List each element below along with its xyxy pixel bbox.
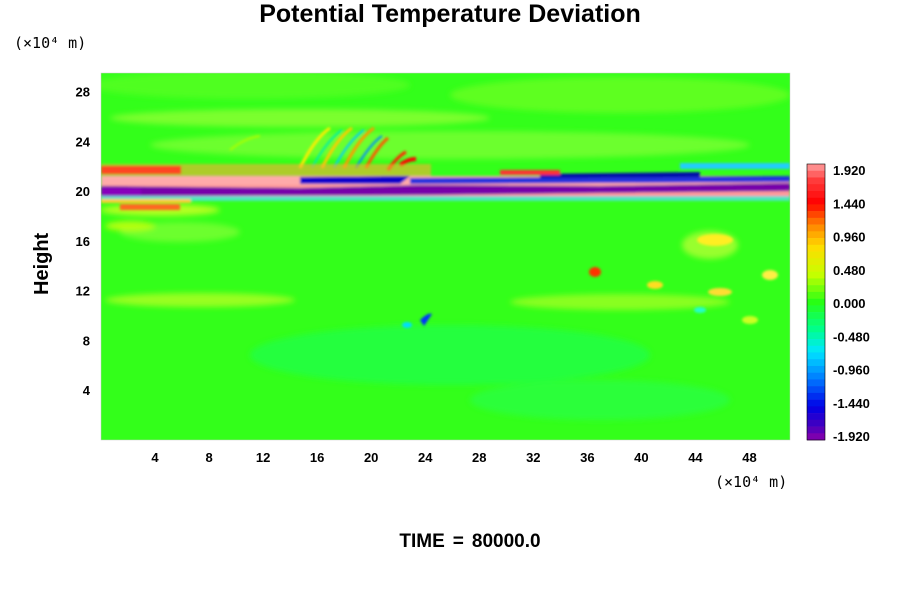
colorbar-tick-label: -1.440 xyxy=(833,396,870,411)
colorbar-tick-label: 1.440 xyxy=(833,196,866,211)
x-tick-label: 40 xyxy=(634,450,648,465)
field-variations xyxy=(101,73,790,420)
colorbar-segment xyxy=(807,379,825,387)
colorbar-segment xyxy=(807,372,825,380)
colorbar-segment xyxy=(807,251,825,259)
colorbar-segment xyxy=(807,164,825,172)
colorbar-segment xyxy=(807,406,825,414)
colorbar-segment xyxy=(807,365,825,373)
plot-frame xyxy=(100,72,791,441)
colorbar-segment xyxy=(807,217,825,225)
x-unit-label: (×10⁴ m) xyxy=(715,473,788,491)
colorbar-segment xyxy=(807,211,825,219)
colorbar-segment xyxy=(807,413,825,421)
x-tick-labels: 4 8 12 16 20 24 28 32 36 40 44 48 xyxy=(151,450,756,465)
colorbar-segment xyxy=(807,291,825,299)
colorbar-segment xyxy=(807,386,825,394)
x-tick-label: 20 xyxy=(364,450,378,465)
colorbar-segment xyxy=(807,224,825,232)
colorbar-segment xyxy=(807,278,825,286)
colorbar-tick-label: 0.960 xyxy=(833,230,866,245)
colorbar-segment xyxy=(807,332,825,340)
x-tick-label: 8 xyxy=(205,450,212,465)
colorbar-segment xyxy=(807,231,825,239)
colorbar-segment xyxy=(807,392,825,400)
colorbar-segment xyxy=(807,352,825,360)
deviation-band xyxy=(101,163,790,210)
x-tick-label: 28 xyxy=(472,450,486,465)
colorbar-segment xyxy=(807,305,825,313)
colorbar-segment xyxy=(807,399,825,407)
colorbar-tick-label: 0.000 xyxy=(833,296,866,311)
colorbar-segment xyxy=(807,359,825,367)
time-label: TIME xyxy=(399,531,445,552)
colorbar-segment xyxy=(807,318,825,326)
colorbar-segment xyxy=(807,325,825,333)
colorbar-tick-label: -1.920 xyxy=(833,429,870,444)
colorbar-segment xyxy=(807,184,825,192)
x-tick-label: 4 xyxy=(151,450,159,465)
plot-area xyxy=(101,73,790,440)
y-tick-label: 16 xyxy=(76,234,90,249)
colorbar xyxy=(806,163,826,441)
colorbar-tick-label: 0.480 xyxy=(833,263,866,278)
colorbar-segment xyxy=(807,170,825,178)
y-tick-labels: 4 8 12 16 20 24 28 xyxy=(76,85,91,399)
colorbar-segment xyxy=(807,197,825,205)
colorbar-segment xyxy=(807,419,825,427)
colorbar-tick-labels: 1.920 1.440 0.960 0.480 0.000 -0.480 -0.960 -1.… xyxy=(833,163,870,444)
x-tick-label: 36 xyxy=(580,450,594,465)
colorbar-segment xyxy=(807,258,825,266)
y-tick-label: 20 xyxy=(76,184,90,199)
x-tick-label: 48 xyxy=(742,450,756,465)
colorbar-segment xyxy=(807,190,825,198)
y-tick-label: 4 xyxy=(83,383,91,398)
colorbar-tick-label: -0.480 xyxy=(833,329,870,344)
x-tick-label: 32 xyxy=(526,450,540,465)
time-value: 80000.0 xyxy=(471,531,541,552)
colorbar-segment xyxy=(807,433,825,441)
time-readout: TIME = 80000.0 xyxy=(399,531,541,552)
x-tick-label: 12 xyxy=(256,450,270,465)
x-tick-label: 44 xyxy=(688,450,703,465)
colorbar-segment xyxy=(807,238,825,246)
colorbar-segment xyxy=(807,426,825,434)
scattered-features xyxy=(402,234,778,328)
colorbar-frame xyxy=(806,163,826,441)
y-tick-label: 24 xyxy=(76,134,91,149)
y-tick-label: 8 xyxy=(83,333,90,348)
colorbar-segment xyxy=(807,271,825,279)
chart-title: Potential Temperature Deviation xyxy=(259,0,641,28)
x-tick-label: 16 xyxy=(310,450,324,465)
colorbar-segment xyxy=(807,177,825,185)
colorbar-segment xyxy=(807,339,825,347)
x-tick-label: 24 xyxy=(418,450,433,465)
colorbar-segment xyxy=(807,285,825,293)
colorbar-segment xyxy=(807,298,825,306)
y-tick-label: 12 xyxy=(76,284,90,299)
y-tick-label: 28 xyxy=(76,85,90,100)
colorbar-segment xyxy=(807,312,825,320)
colorbar-segment xyxy=(807,244,825,252)
colorbar-segment xyxy=(807,345,825,353)
colorbar-segment xyxy=(807,204,825,212)
colorbar-tick-label: -0.960 xyxy=(833,363,870,378)
colorbar-tick-label: 1.920 xyxy=(833,163,866,178)
y-unit-label: (×10⁴ m) xyxy=(14,34,87,52)
colorbar-segment xyxy=(807,264,825,273)
